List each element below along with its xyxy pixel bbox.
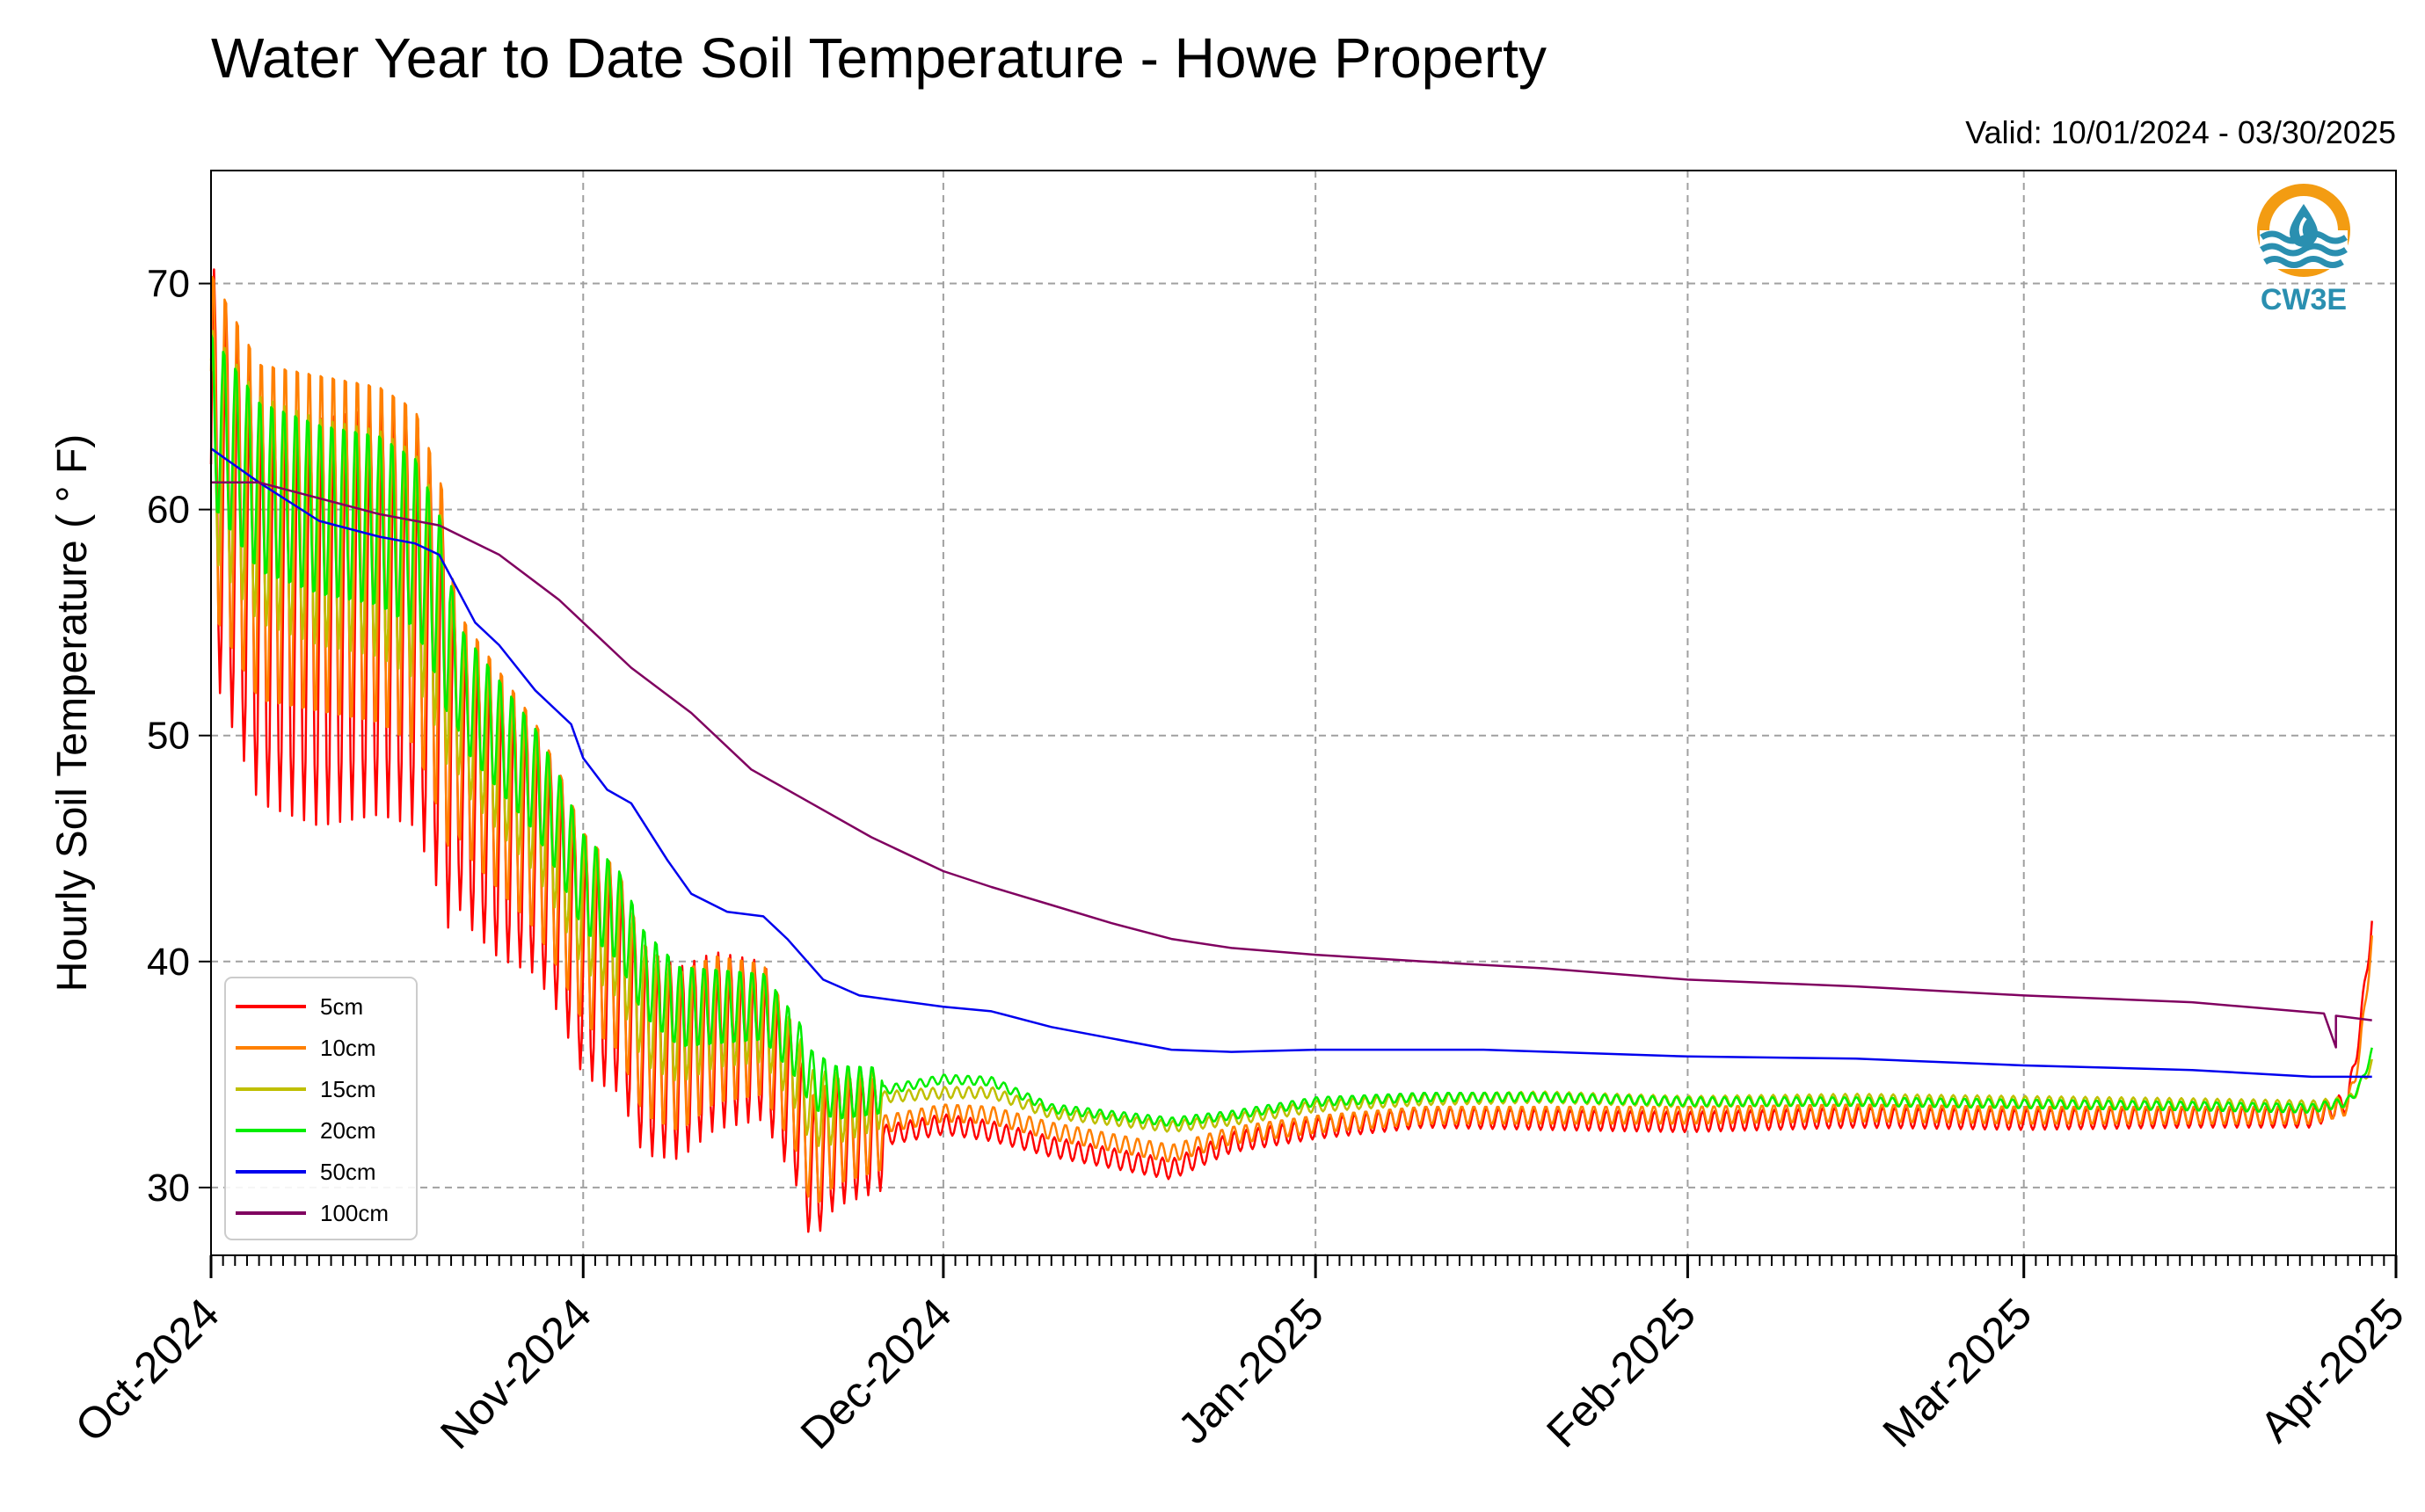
plot-frame — [210, 170, 2397, 1256]
logo-text: CW3E — [2261, 283, 2347, 316]
chart-subtitle: Valid: 10/01/2024 - 03/30/2025 — [1965, 114, 2396, 150]
x-tick-label-0: Oct-2024 — [66, 1289, 229, 1451]
y-tick-label-60: 60 — [147, 489, 190, 532]
y-tick-label-40: 40 — [147, 941, 190, 984]
x-tick-label-1: Nov-2024 — [431, 1289, 601, 1458]
drop-highlight-icon — [2298, 216, 2307, 236]
chart-title: Water Year to Date Soil Temperature - Ho… — [211, 26, 1547, 90]
water-drop-icon — [2290, 204, 2318, 247]
x-tick-label-4: Feb-2025 — [1537, 1289, 1705, 1457]
legend-label-5cm: 5cm — [320, 993, 363, 1020]
series-line-15cm — [209, 330, 2373, 1147]
legend-label-15cm: 15cm — [320, 1076, 376, 1102]
y-tick-label-30: 30 — [147, 1167, 190, 1210]
series-line-5cm — [209, 268, 2373, 1233]
legend-label-100cm: 100cm — [320, 1200, 389, 1226]
x-tick-label-3: Jan-2025 — [1169, 1289, 1333, 1453]
series-line-20cm — [209, 334, 2373, 1127]
series-line-100cm — [211, 481, 2372, 1049]
x-axis: Oct-2024 Nov-2024 Dec-2024 Jan-2025 Feb-2025… — [66, 1255, 2414, 1458]
y-axis: 30 40 50 60 70 — [147, 263, 211, 1210]
x-tick-label-5: Mar-2025 — [1874, 1289, 2042, 1457]
legend-box — [224, 977, 418, 1240]
legend-label-10cm: 10cm — [320, 1035, 376, 1061]
grid — [211, 171, 2396, 1255]
x-tick-label-2: Dec-2024 — [791, 1289, 961, 1458]
y-axis-label: Hourly Soil Temperature ( ° F) — [49, 434, 96, 992]
legend-label-50cm: 50cm — [320, 1159, 376, 1185]
x-tick-label-6: Apr-2025 — [2251, 1289, 2414, 1451]
series-line-50cm — [210, 447, 2372, 1079]
legend: 5cm 10cm 15cm 20cm 50cm 100cm — [224, 977, 418, 1240]
series-lines — [209, 268, 2373, 1233]
y-tick-label-50: 50 — [147, 715, 190, 758]
y-tick-label-70: 70 — [147, 263, 190, 306]
legend-label-20cm: 20cm — [320, 1117, 376, 1144]
cw3e-logo: CW3E — [2257, 184, 2350, 316]
